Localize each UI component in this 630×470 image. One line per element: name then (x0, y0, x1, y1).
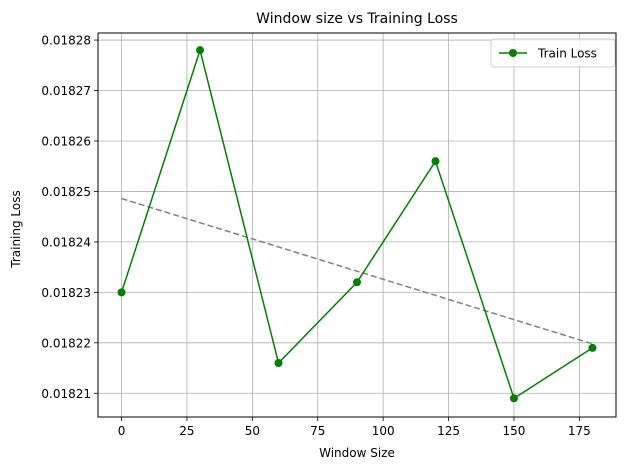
data-point (117, 288, 126, 297)
trend-line-path (121, 197, 593, 345)
x-tick-label: 150 (503, 424, 526, 438)
legend-box (490, 38, 616, 68)
data-point (588, 343, 597, 352)
y-tick-label: 0.01823 (41, 286, 91, 300)
y-tick-label: 0.01822 (41, 336, 91, 350)
legend: Train Loss (490, 38, 616, 68)
x-tick-label: 125 (437, 424, 460, 438)
x-axis: 0 25 50 75 100 125 150 175 (118, 417, 591, 438)
data-point (353, 278, 361, 287)
legend-label: Train Loss (537, 47, 597, 61)
legend-marker (509, 49, 517, 57)
y-tick-label: 0.01826 (41, 134, 91, 148)
x-tick-label: 0 (118, 424, 126, 438)
data-point (431, 157, 440, 166)
x-tick-label: 100 (372, 424, 395, 438)
y-tick-label: 0.01824 (41, 235, 91, 249)
data-point (509, 394, 518, 403)
y-tick-label: 0.01828 (41, 34, 91, 48)
grid-lines (98, 33, 616, 417)
y-tick-label: 0.01825 (41, 185, 91, 199)
plot-frame (97, 32, 617, 418)
data-point (196, 46, 205, 55)
series-train-loss (117, 46, 597, 403)
trend-line (121, 197, 593, 345)
x-tick-label: 175 (568, 424, 591, 438)
x-tick-label: 25 (179, 424, 194, 438)
chart-title: Window size vs Training Loss (256, 11, 458, 27)
y-axis: 0.01821 0.01822 0.01823 0.01824 0.01825 0.018… (41, 34, 98, 401)
y-tick-label: 0.01821 (41, 387, 91, 401)
y-axis-label: Training Loss (9, 190, 23, 268)
x-tick-label: 75 (310, 424, 325, 438)
y-tick-label: 0.01827 (41, 84, 91, 98)
series-line (120, 47, 593, 400)
x-tick-label: 50 (245, 424, 260, 438)
x-axis-label: Window Size (319, 446, 395, 460)
data-point (274, 359, 283, 368)
